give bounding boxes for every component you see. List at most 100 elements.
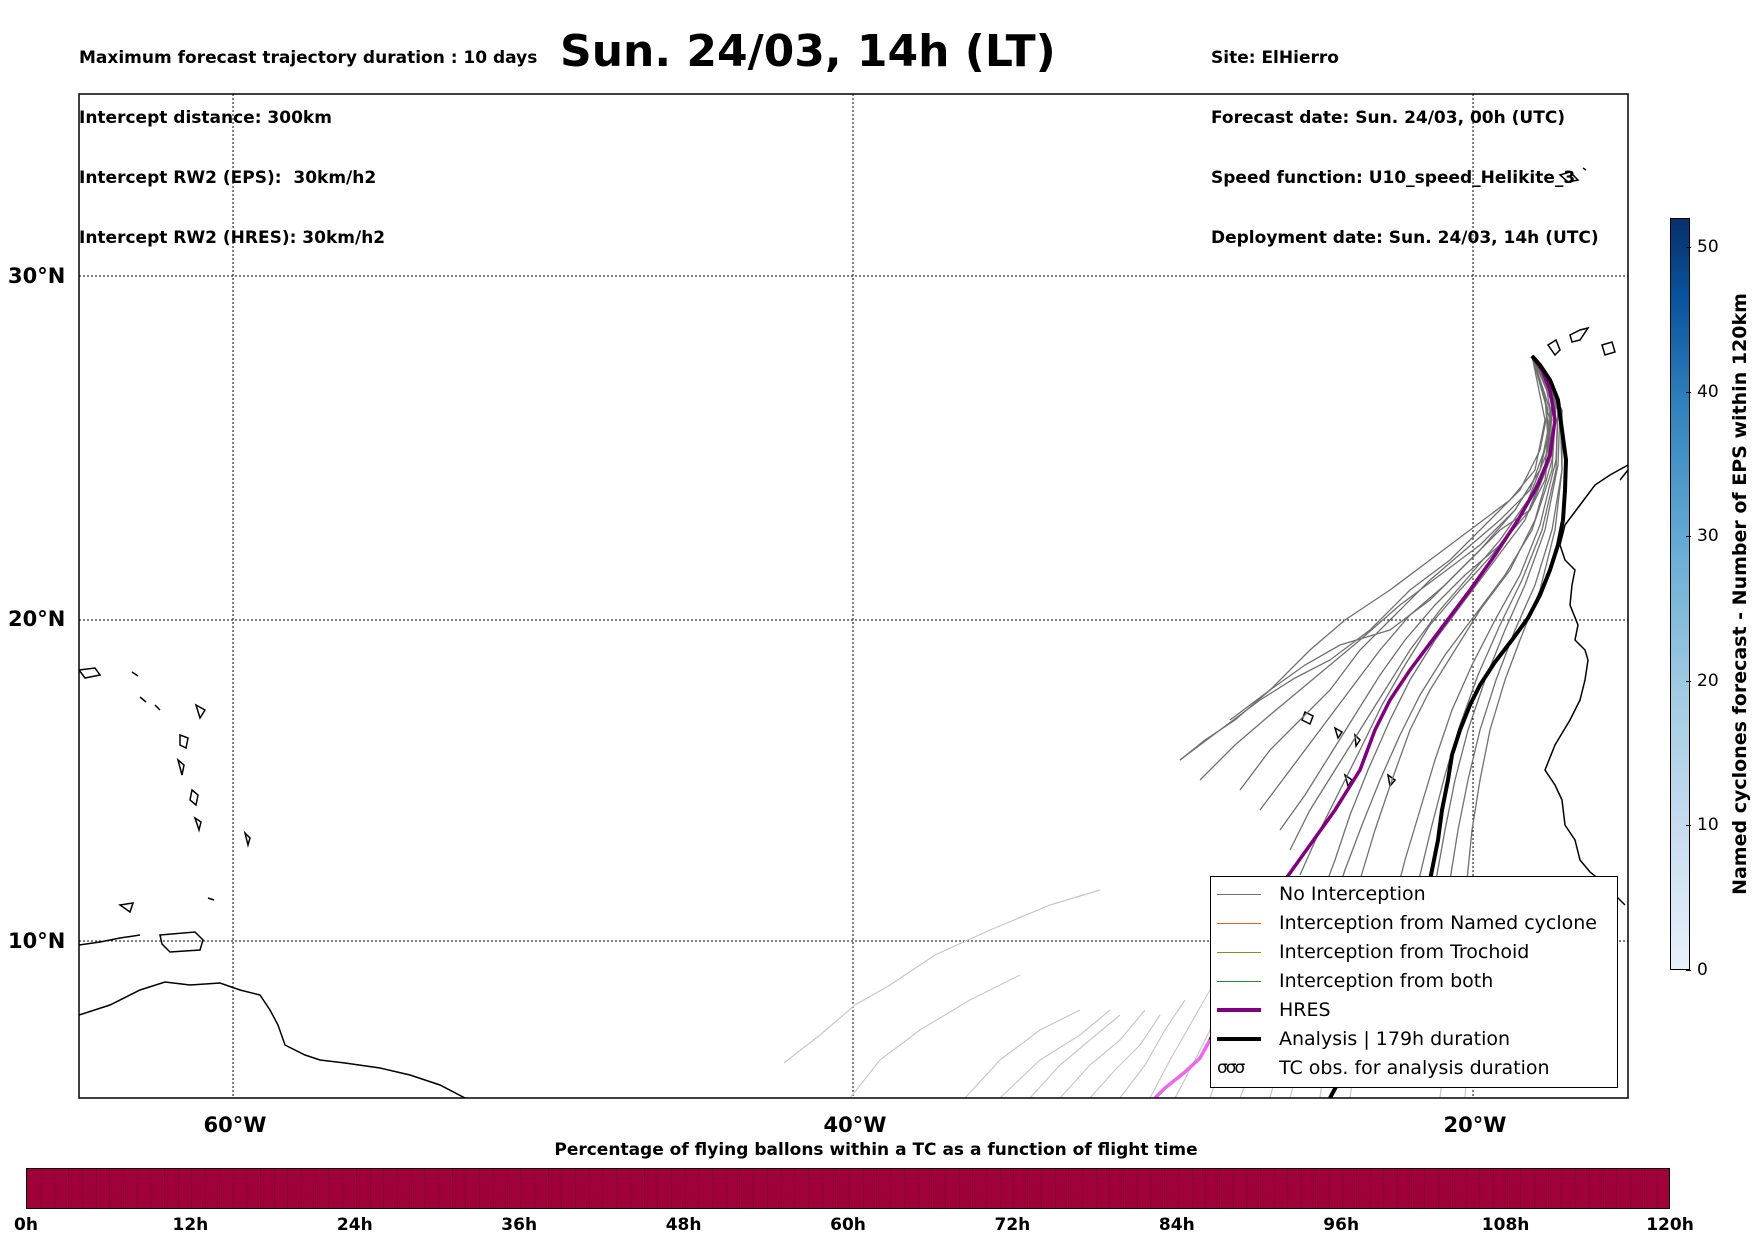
percentage-bar-segment-tick: [1013, 1169, 1015, 1208]
colorbar-tick-mark: [1686, 970, 1691, 971]
percentage-bar-segment-tick: [1123, 1169, 1124, 1208]
canary-islands: [1546, 326, 1616, 357]
percentage-bar-segment-tick: [588, 1169, 590, 1208]
percentage-bar-segment-tick: [1027, 1169, 1029, 1208]
percentage-bar-segment-tick: [1109, 1169, 1111, 1208]
percentage-bar-segment-tick: [259, 1169, 261, 1208]
percentage-bar-segment-tick: [1054, 1169, 1056, 1208]
percentage-bar-segment-tick: [68, 1169, 70, 1208]
info-forecast-date: Forecast date: Sun. 24/03, 00h (UTC): [1211, 108, 1566, 128]
coastlines: [79, 167, 1628, 1098]
percentage-bar-segment-tick: [575, 1169, 576, 1208]
africa-coast: [1544, 464, 1628, 906]
percentage-bar-segment-tick: [1342, 1169, 1344, 1208]
percentage-bar-segment-tick: [287, 1169, 289, 1208]
colorbar-tick-mark: [1686, 536, 1691, 538]
percentage-bar-segment-tick: [1629, 1169, 1631, 1208]
colorbar-tick-mark: [1686, 246, 1691, 248]
lat-label-10n: 10°N: [8, 929, 66, 953]
hour-label: 24h: [336, 1215, 373, 1235]
percentage-bar-segment-tick: [986, 1169, 987, 1208]
percentage-bar-segment-tick: [218, 1169, 220, 1208]
percentage-bar-segment-tick: [328, 1169, 330, 1208]
percentage-bar-segment-tick: [232, 1169, 234, 1208]
percentage-bar-segment-tick: [1191, 1169, 1193, 1208]
percentage-bar-segment-tick: [1424, 1169, 1426, 1208]
percentage-bar-segment-tick: [1273, 1169, 1275, 1208]
info-speed-function: Speed function: U10_speed_Helikite_3: [1211, 168, 1576, 188]
percentage-bar-segment-tick: [1232, 1169, 1234, 1208]
colorbar-tick-label: 40: [1697, 381, 1719, 402]
legend-item-trochoid: Interception from Trochoid: [1217, 939, 1529, 965]
percentage-bar-segment-tick: [684, 1169, 686, 1208]
percentage-bar-segment-tick: [40, 1169, 42, 1208]
percentage-bar-segment-tick: [1246, 1169, 1248, 1208]
percentage-bar-segment-tick: [1040, 1169, 1042, 1208]
percentage-bar-segment-tick: [177, 1169, 179, 1208]
percentage-bar-segment-tick: [1602, 1169, 1604, 1208]
lat-label-30n: 30°N: [8, 264, 66, 288]
info-deployment-date: Deployment date: Sun. 24/03, 14h (UTC): [1211, 228, 1599, 248]
hour-label: 72h: [994, 1215, 1031, 1235]
percentage-bar-segment-tick: [205, 1169, 207, 1208]
legend-item-tc-obs: σσσ TC obs. for analysis duration: [1217, 1057, 1550, 1079]
percentage-bar-segment-tick: [1492, 1169, 1494, 1208]
lat-label-20n: 20°N: [8, 607, 66, 631]
colorbar-tick-mark: [1686, 391, 1691, 393]
percentage-bar-segment-tick: [780, 1169, 782, 1208]
percentage-bar-segment-tick: [657, 1169, 659, 1208]
percentage-bar-segment-tick: [1314, 1169, 1316, 1208]
percentage-bar-segment-tick: [492, 1169, 494, 1208]
percentage-bar-segment-tick: [999, 1169, 1001, 1208]
percentage-bar-segment-tick: [1369, 1169, 1371, 1208]
percentage-bar-segment-tick: [410, 1169, 412, 1208]
percentage-bar-segment-tick: [451, 1169, 453, 1208]
tc-symbol-icon: σσσ: [1217, 1058, 1245, 1078]
hour-label: 12h: [172, 1215, 209, 1235]
hour-label: 84h: [1158, 1215, 1195, 1235]
percentage-bar-segment-tick: [1150, 1169, 1152, 1208]
hour-label: 0h: [14, 1215, 38, 1235]
map-legend: No Interception Interception from Named …: [1210, 876, 1618, 1088]
lon-label-60w: 60°W: [203, 1113, 267, 1137]
madeira: [1558, 167, 1587, 183]
percentage-bar-segment-tick: [698, 1169, 700, 1208]
percentage-bar-segment-tick: [533, 1169, 535, 1208]
percentage-bar-segment-tick: [876, 1169, 878, 1208]
percentage-bar-segment-tick: [629, 1169, 631, 1208]
percentage-bar-segment-tick: [1534, 1169, 1535, 1208]
percentage-bar-segment-tick: [424, 1169, 426, 1208]
header-left-info: Maximum forecast trajectory duration : 1…: [79, 8, 537, 268]
percentage-bar-segment-tick: [1383, 1169, 1385, 1208]
percentage-bar-segment-tick: [122, 1169, 124, 1208]
percentage-bar-segment-tick: [1547, 1169, 1549, 1208]
percentage-bar-segment-tick: [1616, 1169, 1618, 1208]
percentage-bar-segment-tick: [1328, 1169, 1330, 1208]
percentage-bar-segment-tick: [862, 1169, 864, 1208]
percentage-bar-segment-tick: [383, 1169, 385, 1208]
percentage-bar-segment-tick: [616, 1169, 618, 1208]
percentage-bar-segment-tick: [917, 1169, 919, 1208]
percentage-bar-segment-tick: [670, 1169, 672, 1208]
colorbar-tick-label: 0: [1697, 960, 1708, 980]
percentage-bar-segment-tick: [1095, 1169, 1097, 1208]
hour-label: 96h: [1323, 1215, 1360, 1235]
hour-label: 120h: [1646, 1215, 1694, 1235]
percentage-bar-segment-tick: [1438, 1169, 1440, 1208]
hour-label: 36h: [501, 1215, 538, 1235]
header-right-info: Site: ElHierro Forecast date: Sun. 24/03…: [1211, 8, 1599, 268]
percentage-bar-segment-tick: [301, 1169, 302, 1208]
percentage-bar-segment-tick: [849, 1169, 850, 1208]
percentage-bar-segment-tick: [972, 1169, 974, 1208]
lon-label-40w: 40°W: [823, 1113, 887, 1137]
percentage-bar-segment-tick: [821, 1169, 823, 1208]
info-intercept-eps: Intercept RW2 (EPS): 30km/h2: [79, 168, 377, 188]
cape-verde: [1301, 710, 1397, 788]
percentage-bar-segment-tick: [1164, 1169, 1166, 1208]
percentage-bar-segment-tick: [506, 1169, 508, 1208]
colorbar: [1670, 218, 1690, 970]
percentage-bar-segment-tick: [246, 1169, 248, 1208]
percentage-bar: [26, 1168, 1670, 1209]
percentage-bar-segment-tick: [931, 1169, 933, 1208]
